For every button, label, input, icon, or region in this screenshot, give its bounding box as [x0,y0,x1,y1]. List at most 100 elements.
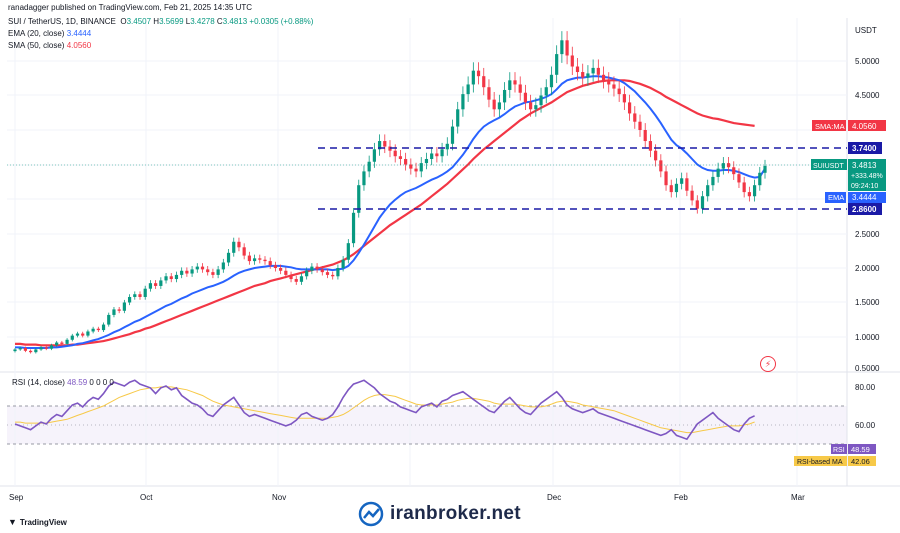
candle-body [643,130,647,142]
candle-body [357,185,361,213]
ema-legend[interactable]: EMA (20, close) 3.4444 [8,29,91,38]
candle-body [747,192,751,197]
published-line: ranadagger published on TradingView.com,… [8,3,252,12]
candle-body [279,268,283,271]
candle-body [622,94,626,103]
candle-body [164,276,168,281]
candle-body [601,74,606,81]
candle-body [539,95,543,106]
rsi-tag-text: RSI [833,447,845,454]
candle-body [450,126,455,144]
candle-body [289,274,293,280]
rsi-legend-label[interactable]: RSI (14, close) [12,378,65,387]
candle-body [638,121,642,130]
l-label: L [185,17,191,26]
change-value: +0.0305 (+0.88%) [249,17,314,26]
price-tick-label: 1.0000 [855,333,880,342]
candle-body [242,247,246,256]
bolt-icon[interactable]: ⚡ [760,356,776,372]
candle-body [497,102,501,110]
ema-tag [825,192,846,203]
candle-body [508,80,512,90]
rsi-value-text: 48.59 [851,445,870,454]
tradingview-text: TradingView [19,517,67,527]
ema-value-tag [848,192,886,203]
candle-body [60,342,64,344]
candle-body [226,252,231,263]
rsi-line [14,379,755,441]
candle-body [96,328,100,331]
candle-body [133,294,137,297]
candle-body [440,149,444,157]
candle-body [13,349,17,352]
candle-body [466,84,470,95]
published-text: ranadagger published on TradingView.com,… [8,3,253,12]
candle-body [367,161,371,172]
tradingview-logo[interactable]: ▼ TradingView [8,517,67,527]
candle-body [492,99,496,110]
rsi-tick-label: 60.00 [855,421,876,430]
candle-body [409,164,413,169]
candle-body [680,178,684,184]
candle-body [232,241,236,253]
candle-body [143,288,147,297]
candle-body [732,167,736,175]
candle-body [70,335,74,340]
candle-body [148,283,153,289]
price-tag [848,159,886,191]
candle-body [284,270,288,275]
candle-body [430,153,434,159]
candle-body [23,348,28,351]
candle-body [633,113,637,122]
rsima-value-text: 42.06 [851,457,870,466]
candle-body [612,84,616,89]
candle-body [591,67,595,74]
ema-value-text: 3.4444 [852,193,877,202]
candle-body [305,270,309,277]
symbol-name[interactable]: SUI / TetherUS, 1D, BINANCE [8,17,116,26]
candle-body [49,345,54,349]
rsima-tag [794,456,847,466]
rsi-tag [831,444,847,454]
candle-body [555,54,559,75]
price-pane[interactable] [7,18,847,370]
candle-body [34,349,38,353]
currency-label[interactable]: USDT [855,26,877,35]
candle-body [669,185,673,193]
sma-tag-text: SMA:MA [815,122,845,131]
candle-body [216,269,220,275]
ema-legend-value: 3.4444 [66,29,92,38]
ema-legend-label[interactable]: EMA (20, close) [8,29,65,38]
o-label: O [120,17,127,26]
ema-tag-text: EMA [828,193,844,202]
candle-body [263,259,267,262]
sma-legend-label[interactable]: SMA (50, close) [8,41,65,50]
rsi-ma-line [15,386,755,434]
time-label: Sep [9,493,24,502]
sma-legend[interactable]: SMA (50, close) 4.0560 [8,41,91,50]
sma-value-tag [848,120,886,131]
symbol-legend[interactable]: SUI / TetherUS, 1D, BINANCE O3.4507 H3.5… [8,17,313,26]
candle-body [726,163,731,168]
time-label: Oct [140,493,153,502]
time-label: Dec [547,493,561,502]
rsima-tag-text: RSI-based MA [797,459,843,466]
candle-body [154,283,158,286]
candle-body [273,265,278,268]
sma-tag [812,120,846,131]
candle-body [336,268,340,277]
candle-body [758,172,762,186]
candle-body [742,182,746,193]
candle-body [341,259,345,268]
candle-body [200,266,205,270]
candle-body [101,324,106,331]
candle-body [252,258,257,262]
candle-body [362,171,366,186]
candle-body [523,92,528,103]
watermark-logo-icon [358,501,384,527]
sma-legend-value: 4.0560 [66,41,92,50]
candle-body [648,141,653,151]
rsi-legend[interactable]: RSI (14, close) 48.59 0 0 0 0 [12,378,114,387]
candle-body [700,196,705,209]
